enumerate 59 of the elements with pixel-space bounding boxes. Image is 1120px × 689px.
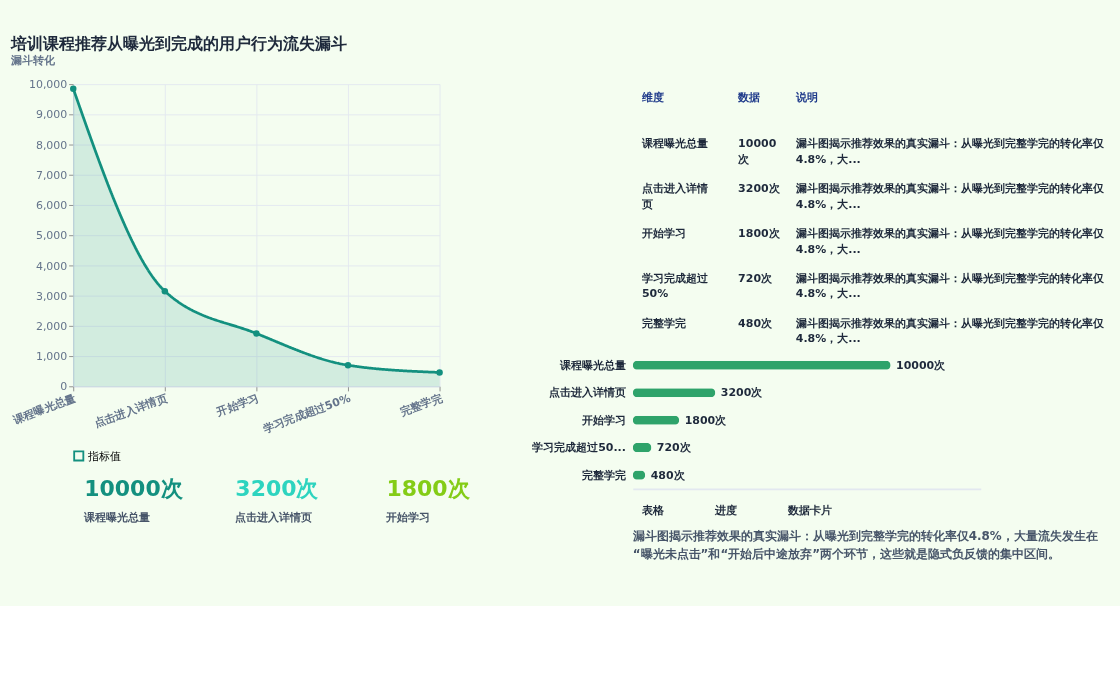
- point: [253, 330, 260, 337]
- chart-title: 培训课程推荐从曝光到完成的用户行为流失漏斗: [9, 34, 347, 54]
- text: 完整学完: [641, 316, 686, 330]
- text: 漏斗图揭示推荐效果的真实漏斗：从曝光到完整学完的转化率仅4.8%，大...: [794, 137, 1105, 166]
- point: [344, 361, 352, 369]
- text: 漏斗图揭示推荐效果的真实漏斗：从曝光到完整学完的转化率仅4.8%，大量流失发生在“曝光未点击”和“开始后中途放弃”两个环节，这些就是隐式负反馈的集中区间。: [631, 529, 1098, 562]
- x-tick-label: 完整学完: [398, 391, 444, 419]
- data-label: 720次: [656, 441, 692, 455]
- text: 1800次: [738, 227, 781, 241]
- y-tick-label: 1,000: [35, 350, 68, 364]
- y-tick-label: 2,000: [35, 320, 68, 334]
- y-tick-label: 3,000: [35, 289, 68, 303]
- text: 漏斗图揭示推荐效果的真实漏斗：从曝光到完整学完的转化率仅4.8%，大...: [794, 271, 1105, 301]
- text: 维度: [640, 90, 664, 104]
- text: 课程曝光总量: [640, 137, 708, 151]
- data-label: 10000次: [896, 358, 947, 372]
- point: [436, 369, 443, 376]
- data-label: 1800次: [684, 413, 728, 427]
- data-label: 480次: [650, 468, 686, 482]
- text: 3200次: [235, 476, 320, 502]
- y-tick-label: 学习完成超过50...: [532, 441, 626, 455]
- text: 点击进入详情页: [235, 510, 313, 524]
- x-tick-label: 点击进入详情页: [92, 391, 170, 431]
- text: 开始学习: [640, 227, 686, 241]
- point: [70, 85, 77, 92]
- text: 数据卡片: [787, 503, 833, 517]
- y-tick-label: 5,000: [35, 229, 68, 243]
- y-tick-label: 10,000: [28, 78, 68, 92]
- x-tick-label: 学习完成超过50%: [261, 391, 353, 436]
- text: 数据: [737, 90, 761, 104]
- text: 10000次: [84, 476, 184, 502]
- text: 720次: [738, 271, 774, 285]
- chart-subtitle: 漏斗转化: [9, 53, 56, 67]
- text: 漏斗图揭示推荐效果的真实漏斗：从曝光到完整学完的转化率仅4.8%，大...: [794, 182, 1105, 211]
- text: 漏斗图揭示推荐效果的真实漏斗：从曝光到完整学完的转化率仅4.8%，大...: [794, 316, 1105, 346]
- text: 学习完成超过50%: [641, 271, 709, 301]
- text: 漏斗图揭示推荐效果的真实漏斗：从曝光到完整学完的转化率仅4.8%，大...: [794, 227, 1105, 256]
- text: 3200次: [738, 182, 781, 196]
- data-label: 3200次: [720, 386, 764, 400]
- y-tick-label: 0: [60, 380, 68, 394]
- legend-label: 指标值: [86, 449, 121, 463]
- y-tick-label: 8,000: [35, 138, 68, 152]
- text: 480次: [738, 316, 774, 330]
- y-tick-label: 9,000: [35, 108, 68, 122]
- text: 进度: [714, 503, 738, 517]
- text: 课程曝光总量: [83, 510, 151, 524]
- text: 开始学习: [385, 510, 431, 524]
- x-tick-label: 开始学习: [213, 391, 261, 420]
- text: 点击进入详情页: [640, 182, 708, 211]
- y-tick-label: 4,000: [35, 259, 68, 273]
- point: [161, 287, 169, 295]
- y-tick-label: 7,000: [35, 168, 68, 182]
- y-tick-label: 完整学完: [581, 468, 626, 482]
- text: 1800次: [386, 476, 471, 502]
- text: 10000次: [738, 137, 777, 166]
- text: 说明: [794, 90, 818, 104]
- y-tick-label: 课程曝光总量: [558, 358, 626, 372]
- y-tick-label: 6,000: [35, 199, 68, 213]
- text: 表格: [640, 503, 665, 517]
